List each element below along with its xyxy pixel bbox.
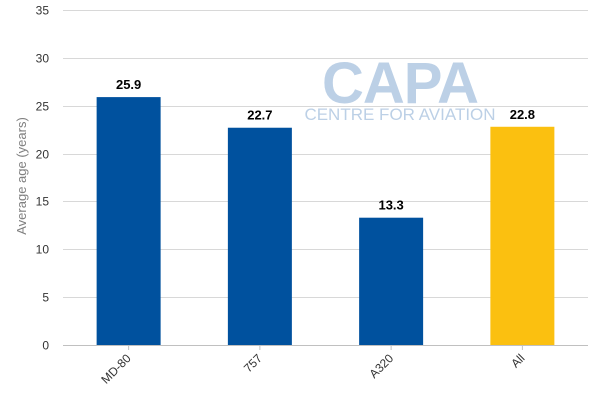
y-axis-ticks: 0 5 10 15 20 25 30 35 — [36, 4, 50, 353]
y-tick-label: 25 — [36, 100, 50, 114]
x-axis-ticks: MD-80 757 A320 All — [98, 345, 527, 387]
bars — [96, 97, 555, 346]
bar-all — [490, 126, 555, 346]
y-tick-label: 35 — [36, 4, 50, 18]
x-tick-label: A320 — [367, 351, 397, 381]
x-tick-label: MD-80 — [98, 351, 134, 387]
data-label: 22.8 — [510, 107, 535, 122]
capa-watermark: CAPA CENTRE FOR AVIATION — [304, 51, 495, 124]
y-tick-label: 5 — [42, 291, 49, 305]
y-tick-label: 20 — [36, 148, 50, 162]
x-tick-label: 757 — [241, 351, 265, 375]
bar-md-80 — [96, 97, 161, 345]
y-tick-label: 0 — [42, 339, 49, 353]
x-tick-label: All — [508, 351, 527, 370]
data-labels: 25.9 22.7 13.3 22.8 — [116, 77, 535, 213]
bar-a320 — [359, 217, 424, 345]
watermark-tagline: CENTRE FOR AVIATION — [304, 105, 495, 124]
y-axis-title: Average age (years) — [14, 117, 29, 235]
data-label: 13.3 — [378, 198, 403, 213]
bar-757 — [227, 127, 292, 345]
y-tick-label: 10 — [36, 243, 50, 257]
data-label: 25.9 — [116, 77, 141, 92]
data-label: 22.7 — [247, 108, 272, 123]
watermark-brand: CAPA — [322, 51, 478, 116]
y-tick-label: 30 — [36, 52, 50, 66]
y-tick-label: 15 — [36, 195, 50, 209]
